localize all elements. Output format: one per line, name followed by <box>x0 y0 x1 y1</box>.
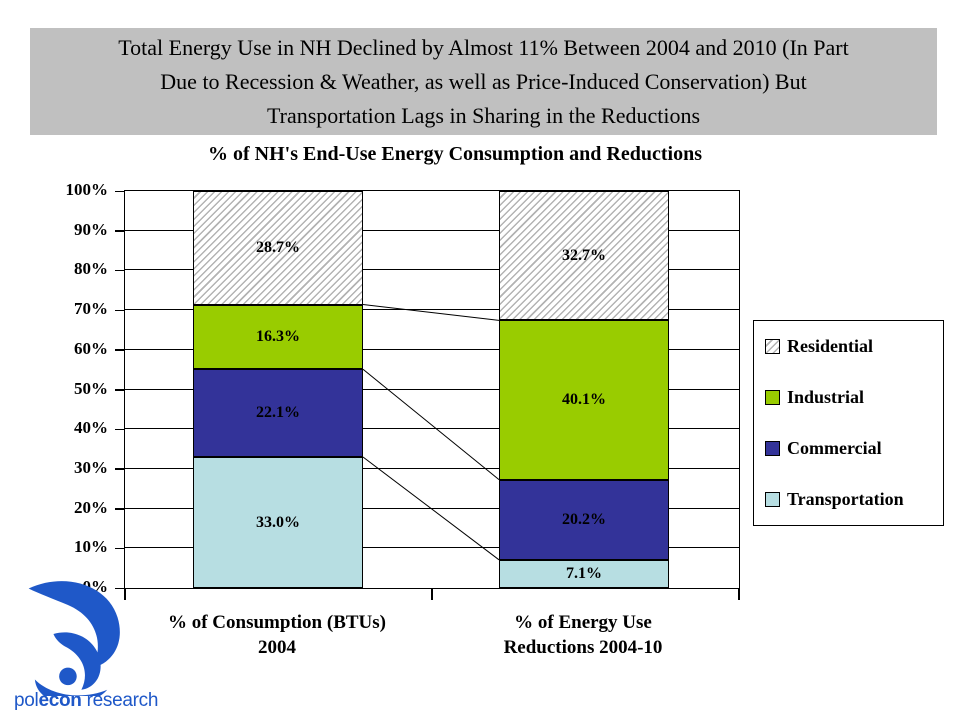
x-axis-label-reductions: % of Energy Use Reductions 2004-10 <box>433 610 733 660</box>
data-label: 7.1% <box>566 564 602 582</box>
slide-title-line-1: Total Energy Use in NH Declined by Almos… <box>118 34 849 60</box>
x-axis-label-consumption: % of Consumption (BTUs) 2004 <box>127 610 427 660</box>
y-axis-tick-label: 40% <box>74 418 108 438</box>
legend-swatch-residential-icon <box>765 339 780 354</box>
y-axis-tick-label: 30% <box>74 457 108 477</box>
bar-1: 33.0% 22.1% 16.3% 28.7% <box>193 191 363 588</box>
x-axis-tick-right <box>738 588 740 600</box>
legend-label: Commercial <box>787 438 882 458</box>
gridline <box>125 229 739 231</box>
legend-swatch-industrial-icon <box>765 390 780 405</box>
logo-text-pre: pol <box>14 690 39 711</box>
gridline <box>125 269 739 271</box>
y-axis-tick <box>115 190 125 192</box>
y-axis-tick-label: 80% <box>74 259 108 279</box>
y-axis-tick <box>115 547 125 550</box>
logo-text-post: research <box>81 690 159 711</box>
legend-item-residential: Residential <box>765 336 943 357</box>
y-axis-tick-label: 70% <box>74 299 108 319</box>
bar-2: 7.1% 20.2% 40.1% 32.7% <box>499 191 669 588</box>
chart-title: % of NH's End-Use Energy Consumption and… <box>208 143 702 165</box>
gridline <box>125 309 739 311</box>
bar-segment-transportation: 7.1% <box>499 559 669 588</box>
x-axis-label-reductions-line-1: % of Energy Use <box>514 612 652 633</box>
polecon-swoosh-icon <box>28 581 120 696</box>
data-label: 33.0% <box>256 513 300 531</box>
gridline <box>125 348 739 350</box>
y-axis-tick <box>115 587 125 589</box>
x-axis-label-consumption-line-1: % of Consumption (BTUs) <box>167 612 386 633</box>
y-axis-tick <box>115 309 125 312</box>
y-axis-tick <box>115 349 125 351</box>
legend-label: Residential <box>787 336 874 356</box>
data-label: 28.7% <box>256 238 300 256</box>
gridline <box>125 507 739 509</box>
y-axis-labels: 0% 10% 20% 30% 40% 50% 60% 70% 80% 90% 100% <box>30 180 109 596</box>
y-axis-tick <box>115 389 125 391</box>
polecon-research-logo: polecon research <box>6 574 176 716</box>
y-axis-tick <box>115 428 125 431</box>
legend-swatch-transportation-icon <box>765 492 780 507</box>
slide-title-line-3: Transportation Lags in Sharing in the Re… <box>266 102 701 128</box>
y-axis-tick-label: 100% <box>65 180 109 199</box>
y-axis-tick-label: 90% <box>74 219 108 239</box>
gridline <box>125 547 739 549</box>
x-axis-label-consumption-line-2: 2004 <box>258 637 296 658</box>
bar-segment-industrial: 16.3% <box>193 304 363 370</box>
y-axis-tick-label: 20% <box>74 497 108 517</box>
x-axis-tick-left <box>124 588 126 600</box>
connector-line-commercial <box>362 368 500 481</box>
data-label: 16.3% <box>256 327 300 345</box>
slide-title-line-2: Due to Recession & Weather, as well as P… <box>160 68 807 94</box>
gridline <box>125 467 739 469</box>
bar-segment-residential: 32.7% <box>499 191 669 321</box>
x-axis-tick-middle <box>431 588 433 600</box>
legend: Residential Industrial Commercial Transport… <box>753 320 944 526</box>
y-axis-tick-label: 50% <box>74 378 108 398</box>
y-axis-tick <box>115 508 125 510</box>
logo-text: polecon research <box>14 690 158 712</box>
bar-segment-transportation: 33.0% <box>193 457 363 588</box>
data-label: 40.1% <box>562 391 606 409</box>
bar-segment-commercial: 20.2% <box>499 479 669 560</box>
legend-label: Industrial <box>787 387 865 407</box>
y-axis-tick <box>115 468 125 470</box>
y-axis-tick-label: 60% <box>74 338 108 358</box>
bar-segment-industrial: 40.1% <box>499 320 669 480</box>
gridline <box>125 388 739 390</box>
plot-area: 33.0% 22.1% 16.3% 28.7% 7.1% 20.2% 40.1% 32.7% <box>115 190 740 600</box>
y-axis-tick <box>115 269 125 272</box>
gridline <box>125 428 739 430</box>
legend-label: Transportation <box>787 489 904 509</box>
x-axis-label-reductions-line-2: Reductions 2004-10 <box>503 637 663 658</box>
legend-swatch-commercial-icon <box>765 441 780 456</box>
y-axis-tick <box>115 230 125 232</box>
data-label: 22.1% <box>256 404 300 422</box>
slide-title: Total Energy Use in NH Declined by Almos… <box>30 28 937 135</box>
connector-line-industrial <box>362 304 500 321</box>
data-label: 32.7% <box>562 246 606 264</box>
legend-item-transportation: Transportation <box>765 489 943 510</box>
logo-text-mid: econ <box>38 690 82 711</box>
legend-item-commercial: Commercial <box>765 438 943 459</box>
legend-item-industrial: Industrial <box>765 387 943 408</box>
data-label: 20.2% <box>562 510 606 528</box>
bar-segment-residential: 28.7% <box>193 191 363 305</box>
bar-segment-commercial: 22.1% <box>193 369 363 457</box>
y-axis-tick-label: 10% <box>74 537 108 557</box>
